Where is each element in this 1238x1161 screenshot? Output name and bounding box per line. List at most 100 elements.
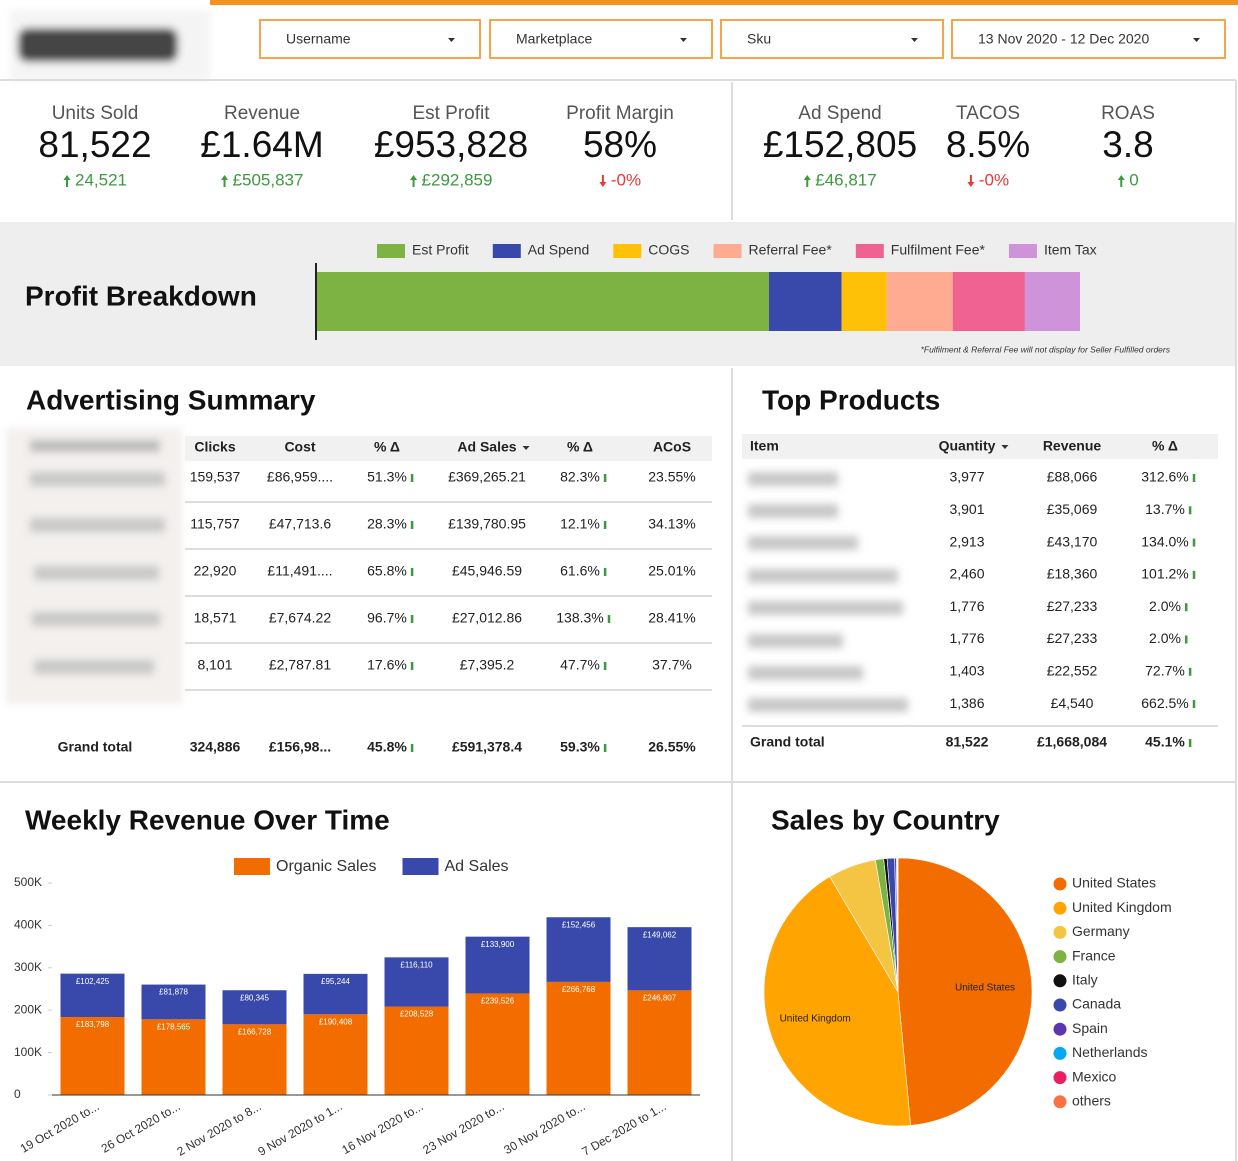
bar-segment — [141, 984, 206, 1020]
kpi-label: Profit Margin — [566, 103, 674, 124]
trend-indicator — [1188, 667, 1192, 676]
value-label: £266,768 — [562, 985, 596, 994]
x-tick-label: 26 Oct 2020 to... — [99, 1099, 183, 1155]
legend-label: United Kingdom — [1072, 899, 1172, 915]
trend-indicator — [410, 662, 414, 670]
table-cell: £22,552 — [1047, 663, 1098, 679]
legend-label: Canada — [1072, 996, 1121, 1012]
kpi-change: -0% — [611, 170, 641, 189]
section-title: Weekly Revenue Over Time — [25, 804, 390, 835]
legend-swatch — [492, 244, 521, 258]
table-cell: £47,713.6 — [269, 516, 331, 532]
trend-arrow — [803, 175, 811, 187]
trend-indicator — [603, 744, 607, 752]
filter-dropdown[interactable] — [720, 19, 944, 59]
table-cell: 72.7% — [1145, 663, 1185, 679]
bar-segment — [316, 272, 770, 331]
trend-indicator — [1188, 506, 1192, 515]
table-cell: 82.3% — [560, 469, 600, 485]
bar-segment — [769, 272, 842, 331]
table-cell: £18,360 — [1047, 566, 1098, 582]
bar-segment — [627, 927, 692, 991]
legend-label: United States — [1072, 875, 1156, 891]
bar-segment — [465, 936, 530, 994]
legend-swatch — [1053, 1046, 1067, 1060]
table-cell: 12.1% — [560, 516, 600, 532]
kpi-label: Units Sold — [52, 103, 139, 124]
logo — [10, 10, 210, 80]
filter-dropdown[interactable] — [489, 19, 713, 59]
table-cell: 2.0% — [1149, 630, 1181, 646]
table-cell: 13.7% — [1145, 501, 1185, 517]
y-tick-label: 100K — [14, 1045, 42, 1059]
table-cell: £27,012.86 — [452, 610, 522, 626]
table-header-bg — [742, 434, 1218, 459]
bar-segment — [303, 973, 368, 1015]
legend-label: Netherlands — [1072, 1044, 1148, 1060]
table-cell: £7,395.2 — [460, 657, 515, 673]
value-label: £183,798 — [76, 1020, 110, 1029]
y-tick-label: 200K — [14, 1002, 42, 1016]
value-label: £178,565 — [157, 1022, 191, 1031]
filter-dropdown[interactable] — [259, 19, 481, 59]
filter-dropdown[interactable] — [951, 19, 1226, 59]
table-cell: £35,069 — [1047, 501, 1098, 517]
table-cell: £1,668,084 — [1037, 734, 1107, 750]
trend-arrow — [1117, 175, 1125, 187]
table-cell: 8,101 — [197, 657, 232, 673]
kpi-label: Ad Spend — [798, 103, 881, 124]
sort-arrow — [911, 38, 918, 42]
table-cell: 2,913 — [949, 533, 984, 549]
table-cell: 22,920 — [194, 563, 237, 579]
trend-indicator — [1184, 635, 1188, 644]
trend-indicator — [410, 744, 414, 752]
value-label: £133,900 — [481, 940, 515, 949]
x-tick-label: 9 Nov 2020 to 1... — [256, 1099, 345, 1158]
table-cell: 26.55% — [648, 739, 696, 755]
table-cell: 138.3% — [556, 610, 603, 626]
table-cell: 61.6% — [560, 563, 600, 579]
pie-slice — [763, 876, 911, 1127]
table-cell: £11,491.... — [267, 563, 332, 579]
legend-label: Item Tax — [1044, 242, 1097, 258]
bar-segment — [384, 957, 449, 1007]
legend-swatch — [1053, 998, 1067, 1012]
value-label: £152,456 — [562, 920, 596, 929]
value-label: £246,807 — [643, 993, 677, 1002]
value-label: £102,425 — [76, 977, 110, 986]
trend-indicator — [1192, 538, 1196, 547]
value-label: £166,728 — [238, 1027, 272, 1036]
table-cell: £86,959.... — [267, 469, 333, 485]
trend-indicator — [410, 615, 414, 623]
trend-indicator — [1192, 700, 1196, 709]
table-cell: 28.41% — [648, 610, 695, 626]
trend-arrow — [410, 175, 418, 187]
column-header: Cost — [284, 439, 315, 455]
table-cell: £27,233 — [1047, 630, 1098, 646]
trend-indicator — [410, 474, 414, 482]
kpi-change: £505,837 — [233, 170, 304, 189]
value-label: £80,345 — [240, 993, 269, 1002]
legend-label: Referral Fee* — [749, 242, 833, 258]
legend-swatch — [1053, 974, 1067, 988]
trend-indicator — [603, 568, 607, 576]
legend-label: Mexico — [1072, 1068, 1117, 1084]
legend-label: Organic Sales — [276, 858, 377, 875]
filter-label: Marketplace — [516, 31, 592, 47]
table-cell: £27,233 — [1047, 598, 1098, 614]
kpi-change: 24,521 — [75, 170, 127, 189]
bar-segment — [303, 1014, 368, 1095]
trend-indicator — [1192, 570, 1196, 579]
legend-swatch — [613, 244, 642, 258]
trend-indicator — [603, 521, 607, 529]
slice-label: United States — [955, 983, 1015, 994]
section-title: Profit Breakdown — [25, 280, 257, 311]
y-tick-label: 400K — [14, 918, 42, 932]
legend-label: Spain — [1072, 1020, 1108, 1036]
trend-indicator — [410, 521, 414, 529]
legend-label: Est Profit — [412, 242, 469, 258]
bar-segment — [60, 973, 125, 1018]
table-cell: 18,571 — [194, 610, 237, 626]
legend-label: Ad Spend — [528, 242, 590, 258]
